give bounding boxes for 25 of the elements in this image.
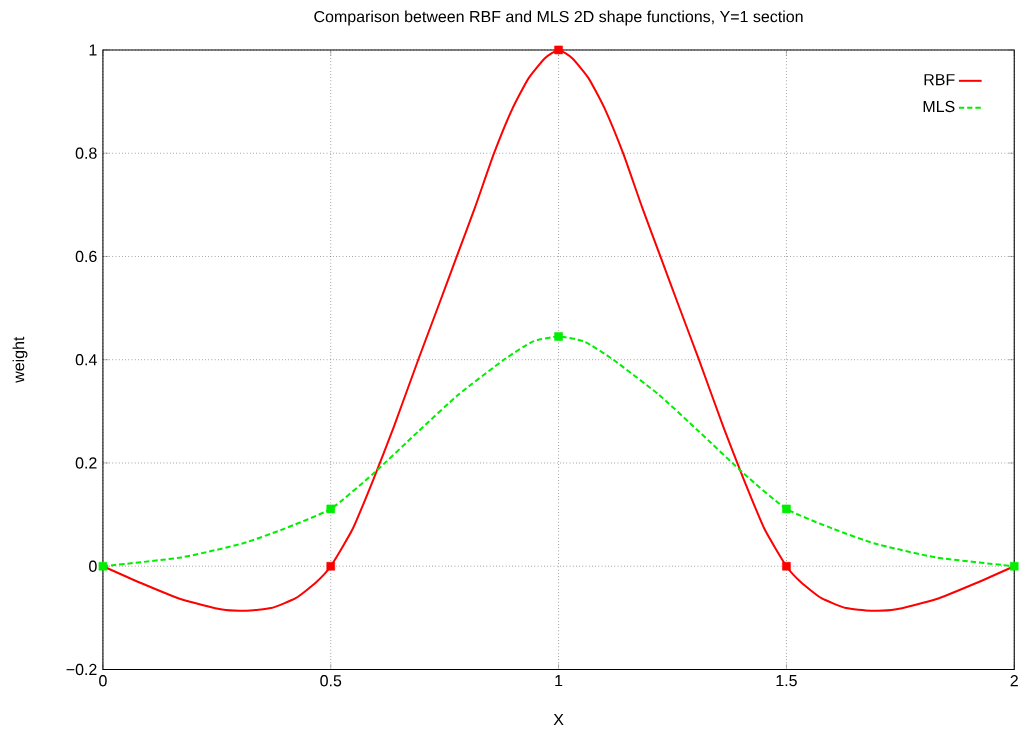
x-tick-label: 2: [1010, 674, 1018, 687]
point: [554, 45, 563, 54]
y-axis-title: weight: [12, 336, 28, 383]
point: [98, 561, 108, 571]
legend-label: RBF: [924, 73, 955, 85]
point: [554, 332, 563, 341]
y-tick-label: 0.8: [75, 147, 97, 159]
y-tick-label: −0.2: [66, 663, 97, 675]
chart-title: Comparison between RBF and MLS 2D shape functions, Y=1 section: [314, 10, 803, 26]
point: [782, 561, 791, 571]
x-tick-label: 0.5: [320, 674, 342, 687]
y-tick-label: 1: [89, 44, 97, 56]
point: [1009, 561, 1019, 571]
x-tick-label: 0: [99, 674, 107, 687]
legend-label: MLS: [923, 100, 955, 112]
x-axis-title: X: [553, 713, 564, 725]
point: [782, 504, 791, 513]
y-tick-label: 0.4: [75, 353, 97, 366]
y-tick-label: 0.2: [75, 457, 97, 469]
y-tick-label: 0: [89, 560, 97, 572]
x-tick-label: 1: [555, 674, 563, 686]
x-tick-label: 1.5: [776, 674, 797, 687]
point: [326, 504, 336, 513]
y-tick-label: 0.6: [75, 250, 97, 262]
point: [326, 561, 336, 571]
